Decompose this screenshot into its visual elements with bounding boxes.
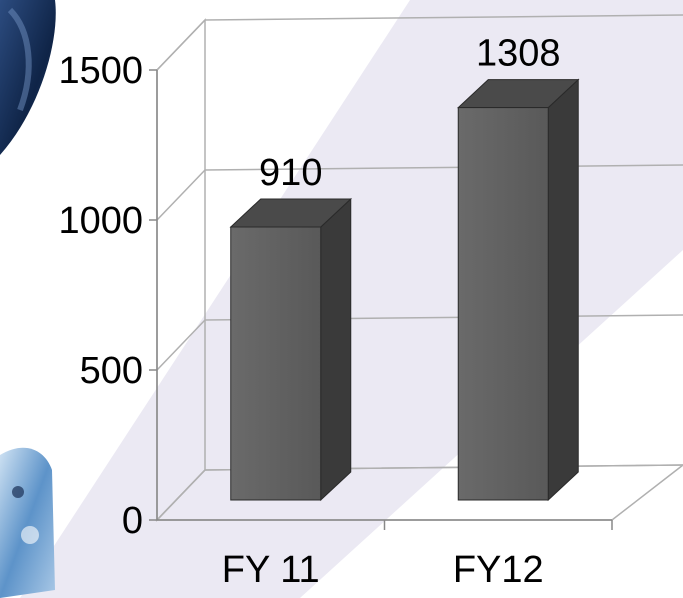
x-category-label: FY 11	[222, 549, 320, 591]
gridline-back-1000	[204, 164, 683, 171]
y-tick-label: 1000	[58, 200, 143, 242]
bar-fy-11	[229, 197, 353, 502]
bars: 910 1308	[229, 33, 580, 502]
gridline-side-500	[156, 319, 206, 371]
data-label: 1308	[476, 33, 561, 75]
y-tick-label: 0	[122, 500, 143, 542]
bar-side-face	[547, 78, 579, 502]
bar-front-face	[230, 226, 322, 501]
bar-front-face	[457, 107, 549, 501]
y-tick-label: 1500	[58, 50, 143, 92]
gridline-side-0	[156, 469, 206, 521]
bar-fy12	[456, 78, 580, 502]
x-category-label: FY12	[453, 549, 544, 591]
data-label: 910	[259, 152, 322, 194]
gridline-side-1000	[156, 169, 206, 221]
gridline-back-1500	[204, 14, 683, 21]
gridline-side-1500	[156, 19, 206, 71]
x-axis: FY 11 FY12	[157, 519, 613, 591]
gridlines	[156, 14, 683, 521]
y-tick-label: 500	[80, 350, 143, 392]
decorative-photo-bottom	[0, 447, 55, 598]
decorative-photo-top	[0, 0, 56, 155]
bar-side-face	[320, 197, 352, 502]
y-axis: 0 500 1000 1500	[58, 50, 158, 542]
